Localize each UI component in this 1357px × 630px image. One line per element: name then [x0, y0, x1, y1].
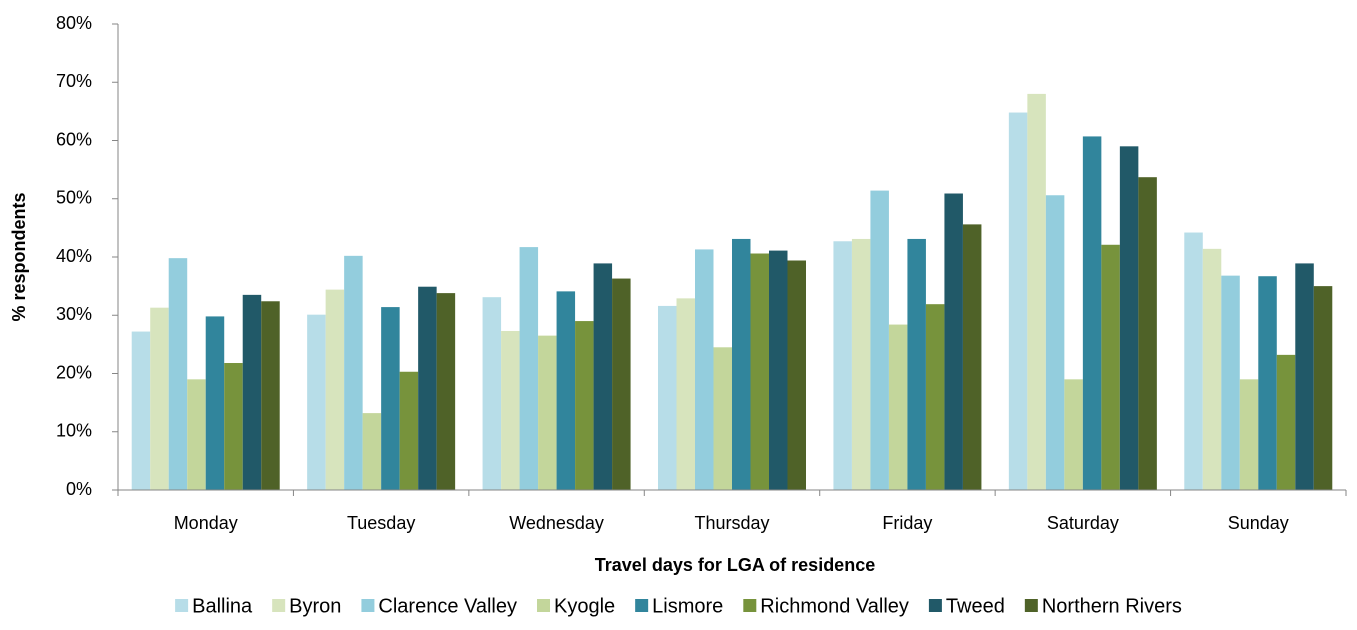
bar: [224, 363, 243, 490]
bar: [131, 331, 151, 490]
legend-swatch: [361, 599, 375, 612]
bar: [925, 304, 945, 490]
bar: [1064, 379, 1083, 490]
bar: [732, 238, 751, 490]
legend-swatch: [928, 599, 942, 612]
legend-label: Kyogle: [554, 595, 615, 617]
bar: [658, 305, 677, 490]
bar: [150, 307, 169, 490]
legend: Ballina Byron Clarence Valley Kyogle Lismore…: [175, 595, 1182, 617]
x-tick-label: Tuesday: [347, 513, 415, 533]
bar: [907, 238, 926, 490]
bar: [1295, 263, 1314, 490]
bar: [575, 321, 594, 490]
y-tick-label: 30%: [56, 304, 92, 324]
bar: [1082, 136, 1102, 491]
bar: [1138, 177, 1157, 490]
legend-swatch: [175, 599, 189, 612]
bar: [1276, 354, 1296, 490]
bar: [612, 278, 631, 490]
bar: [695, 249, 714, 490]
bar: [538, 335, 557, 490]
bar: [787, 260, 806, 490]
bar: [242, 294, 262, 490]
legend-swatch: [272, 599, 286, 612]
bar: [325, 289, 345, 490]
x-tick-label: Wednesday: [509, 513, 604, 533]
bar: [870, 190, 889, 490]
legend-label: Byron: [289, 595, 341, 617]
legend-label: Lismore: [652, 595, 723, 617]
bar: [556, 291, 576, 490]
bar: [501, 330, 520, 490]
bar: [944, 193, 963, 490]
bar: [1101, 244, 1120, 490]
bar: [1027, 93, 1046, 491]
bar: [676, 298, 695, 490]
bar: [769, 250, 788, 490]
bar: [962, 224, 982, 490]
legend-swatch: [537, 599, 551, 612]
bar: [1119, 146, 1139, 490]
bar: [344, 255, 363, 490]
bar: [307, 314, 326, 490]
bar: [519, 247, 539, 490]
y-axis-title: % respondents: [9, 192, 29, 321]
bar: [750, 253, 769, 490]
bar: [362, 413, 382, 490]
bar: [418, 286, 437, 490]
y-tick-label: 70%: [56, 71, 92, 91]
bar: [168, 258, 188, 490]
legend-label: Clarence Valley: [378, 595, 517, 617]
bar: [1008, 112, 1028, 490]
bar: [713, 347, 732, 490]
bar: [833, 241, 852, 490]
y-tick-label: 10%: [56, 421, 92, 441]
bar: [205, 316, 225, 490]
legend-swatch: [1024, 599, 1038, 612]
legend-swatch: [743, 599, 757, 612]
bar: [1239, 379, 1259, 490]
bar: [1184, 232, 1203, 490]
bar: [187, 379, 206, 490]
bar: [888, 324, 908, 490]
bar: [381, 307, 400, 490]
x-tick-label: Monday: [174, 513, 238, 533]
y-tick-label: 40%: [56, 246, 92, 266]
bar: [1221, 275, 1240, 490]
bar: [1045, 195, 1065, 490]
bar: [482, 297, 502, 490]
legend-label: Northern Rivers: [1042, 595, 1182, 617]
x-tick-label: Saturday: [1047, 513, 1119, 533]
y-tick-label: 80%: [56, 13, 92, 33]
legend-label: Richmond Valley: [760, 595, 909, 617]
x-tick-label: Friday: [882, 513, 932, 533]
x-tick-label: Sunday: [1228, 513, 1289, 533]
bar: [1313, 286, 1333, 490]
y-tick-label: 60%: [56, 129, 92, 149]
bar: [1258, 276, 1277, 490]
x-axis-title: Travel days for LGA of residence: [595, 555, 875, 575]
bar: [593, 263, 613, 490]
y-tick-label: 20%: [56, 362, 92, 382]
y-tick-label: 50%: [56, 188, 92, 208]
bar: [851, 238, 871, 490]
legend-label: Ballina: [192, 595, 253, 617]
bar: [436, 293, 456, 490]
bar: [399, 371, 419, 490]
x-tick-label: Thursday: [694, 513, 769, 533]
legend-label: Tweed: [946, 595, 1005, 617]
y-tick-label: 0%: [66, 479, 92, 499]
bar: [261, 301, 280, 490]
bar: [1202, 248, 1222, 490]
legend-swatch: [635, 599, 649, 612]
